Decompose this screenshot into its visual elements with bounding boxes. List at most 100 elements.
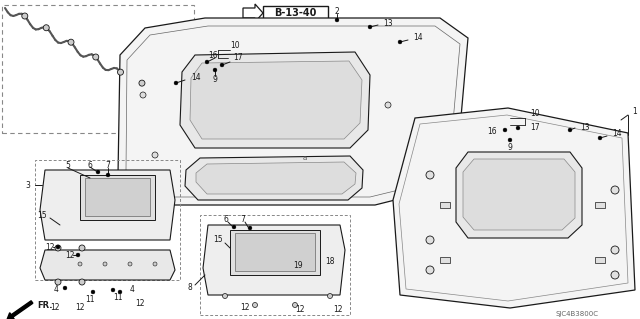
- Text: 12: 12: [76, 303, 84, 313]
- Text: 12: 12: [240, 303, 250, 313]
- Text: 7: 7: [106, 160, 111, 169]
- Text: FR.: FR.: [37, 300, 52, 309]
- Circle shape: [118, 290, 122, 294]
- Polygon shape: [118, 18, 468, 205]
- Circle shape: [174, 81, 178, 85]
- Bar: [263, 6, 328, 21]
- Polygon shape: [185, 156, 363, 200]
- Circle shape: [426, 171, 434, 179]
- Text: B-13-40: B-13-40: [274, 9, 316, 19]
- Text: 9: 9: [212, 76, 218, 85]
- Polygon shape: [393, 108, 635, 308]
- Circle shape: [248, 226, 252, 230]
- Polygon shape: [40, 250, 175, 280]
- Bar: [35, 160, 180, 280]
- Circle shape: [79, 279, 85, 285]
- Circle shape: [426, 236, 434, 244]
- Polygon shape: [40, 170, 175, 240]
- Text: 10: 10: [230, 41, 240, 50]
- Text: 3: 3: [26, 181, 31, 189]
- Circle shape: [128, 262, 132, 266]
- Circle shape: [328, 293, 333, 299]
- Text: 19: 19: [293, 261, 303, 270]
- Polygon shape: [180, 52, 370, 148]
- Text: 12: 12: [51, 303, 60, 313]
- Bar: [440, 257, 450, 263]
- Circle shape: [140, 92, 146, 98]
- Text: 17: 17: [530, 122, 540, 131]
- Circle shape: [611, 271, 619, 279]
- Circle shape: [44, 25, 49, 31]
- Text: 11: 11: [113, 293, 123, 301]
- Circle shape: [106, 173, 110, 177]
- Circle shape: [78, 262, 82, 266]
- Circle shape: [213, 68, 217, 72]
- Bar: [595, 257, 605, 263]
- Circle shape: [292, 302, 298, 308]
- Circle shape: [22, 13, 28, 19]
- Circle shape: [63, 286, 67, 290]
- Polygon shape: [196, 162, 356, 194]
- Bar: [85, 178, 150, 216]
- Circle shape: [103, 262, 107, 266]
- Text: 15: 15: [37, 211, 47, 219]
- Text: 12: 12: [65, 250, 74, 259]
- Circle shape: [55, 245, 61, 251]
- Polygon shape: [190, 61, 362, 139]
- Text: 1: 1: [632, 108, 637, 116]
- Circle shape: [223, 293, 227, 299]
- Circle shape: [153, 262, 157, 266]
- Circle shape: [503, 128, 507, 132]
- Circle shape: [385, 102, 391, 108]
- Polygon shape: [243, 4, 263, 22]
- Circle shape: [398, 40, 402, 44]
- Text: 12: 12: [333, 306, 343, 315]
- Circle shape: [205, 60, 209, 64]
- Text: 5: 5: [65, 160, 70, 169]
- Circle shape: [253, 302, 257, 308]
- Circle shape: [568, 128, 572, 132]
- FancyArrow shape: [7, 301, 33, 319]
- Text: 8: 8: [188, 283, 193, 292]
- Text: a: a: [303, 155, 307, 161]
- Text: 13: 13: [580, 122, 589, 131]
- Circle shape: [92, 290, 95, 294]
- Text: 13: 13: [383, 19, 392, 27]
- Circle shape: [220, 63, 224, 67]
- Circle shape: [79, 245, 85, 251]
- Circle shape: [118, 69, 124, 75]
- Circle shape: [68, 39, 74, 45]
- Circle shape: [56, 245, 60, 249]
- Circle shape: [516, 126, 520, 130]
- Text: 12: 12: [45, 242, 54, 251]
- Circle shape: [426, 266, 434, 274]
- Bar: [2, 5, 194, 133]
- Circle shape: [96, 170, 100, 174]
- Circle shape: [335, 18, 339, 22]
- Text: 16: 16: [208, 50, 218, 60]
- Text: 9: 9: [508, 144, 513, 152]
- Bar: [80, 175, 155, 220]
- Circle shape: [508, 138, 512, 142]
- Text: 17: 17: [233, 54, 243, 63]
- Circle shape: [611, 186, 619, 194]
- Text: 4: 4: [130, 286, 135, 294]
- Polygon shape: [463, 159, 575, 230]
- Text: 18: 18: [325, 257, 335, 266]
- Text: 6: 6: [223, 216, 228, 225]
- Text: SJC4B3800C: SJC4B3800C: [555, 311, 598, 317]
- Circle shape: [55, 279, 61, 285]
- Circle shape: [111, 288, 115, 292]
- Circle shape: [139, 80, 145, 86]
- Text: 14: 14: [612, 130, 621, 138]
- Text: 10: 10: [530, 108, 540, 117]
- Circle shape: [368, 25, 372, 29]
- Circle shape: [611, 246, 619, 254]
- Circle shape: [598, 136, 602, 140]
- Text: 11: 11: [85, 294, 95, 303]
- Circle shape: [232, 225, 236, 229]
- Text: 2: 2: [335, 6, 339, 16]
- Text: 15: 15: [213, 235, 223, 244]
- Text: 14: 14: [191, 73, 200, 83]
- Circle shape: [93, 54, 99, 60]
